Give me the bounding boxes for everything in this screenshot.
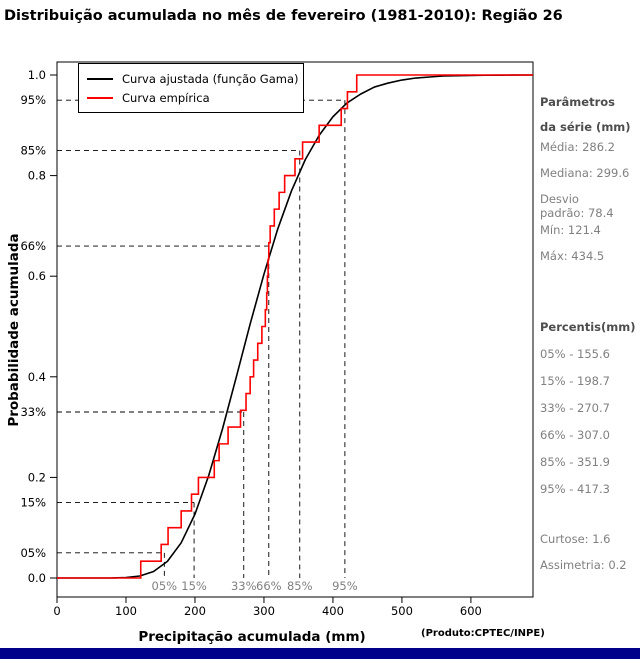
stat-line: Média: 286.2 (540, 140, 615, 154)
statistics-side-panel: Parâmetros da série (mm) Média: 286.2 Med… (540, 0, 638, 648)
x-tick-label: 500 (391, 604, 413, 618)
gamma-fitted-curve (57, 74, 534, 579)
stat-line: Desvio (540, 192, 579, 206)
y-tick-label: 0.2 (28, 470, 46, 484)
x-tick-label: 200 (184, 604, 206, 618)
y-tick-label: 0.8 (28, 169, 46, 183)
percentile-x-label: 66% (256, 579, 282, 593)
stat-line: 33% - 270.7 (540, 401, 610, 415)
parameters-heading-line2: da série (mm) (540, 120, 631, 134)
y-tick-label: 0.0 (28, 571, 46, 585)
percent-axis-label: 85% (20, 143, 46, 157)
stat-line: Assimetria: 0.2 (540, 558, 627, 572)
y-tick-label: 1.0 (28, 68, 46, 82)
legend-label-empirical: Curva empírica (122, 90, 210, 105)
stat-line: Mín: 121.4 (540, 223, 601, 237)
percentile-x-label: 85% (287, 579, 313, 593)
percentile-x-label: 05% (152, 579, 178, 593)
stat-line: 85% - 351.9 (540, 455, 610, 469)
legend-item-empirical: Curva empírica (87, 88, 295, 107)
footer-bar (0, 648, 640, 659)
empirical-curve (57, 74, 533, 579)
stat-line: Máx: 434.5 (540, 249, 605, 263)
x-tick-label: 400 (322, 604, 344, 618)
plot-border (56, 61, 534, 598)
x-tick-label: 300 (253, 604, 275, 618)
gamma-curve-swatch (87, 77, 113, 80)
chart-title: Distribuição acumulada no mês de feverei… (4, 8, 563, 24)
x-tick-label: 0 (53, 604, 60, 618)
percent-axis-label: 95% (20, 93, 46, 107)
percentiles-list: 05% - 155.6 15% - 198.7 33% - 270.7 66% - 3… (540, 347, 610, 509)
legend-label-gamma: Curva ajustada (função Gama) (122, 71, 299, 86)
empirical-curve-swatch (87, 96, 113, 99)
moments-list: Curtose: 1.6 Assimetria: 0.2 (540, 532, 627, 584)
stat-line: Curtose: 1.6 (540, 532, 611, 546)
stat-line: 15% - 198.7 (540, 374, 610, 388)
x-tick-label: 600 (460, 604, 482, 618)
series-parameters-list: Média: 286.2 Mediana: 299.6 Desvio padrão: … (540, 140, 629, 275)
y-axis-title: Probabilidade acumulada (6, 233, 22, 427)
parameters-heading-line1: Parâmetros (540, 95, 616, 109)
percent-axis-label: 15% (20, 496, 46, 510)
y-tick-label: 0.4 (28, 370, 46, 384)
x-axis-title: Precipitação acumulada (mm) (138, 629, 366, 645)
percent-axis-label: 33% (20, 405, 46, 419)
product-credit-note: (Produto:CPTEC/INPE) (421, 628, 545, 639)
percent-axis-label: 66% (20, 239, 46, 253)
stat-line: 66% - 307.0 (540, 428, 610, 442)
stat-line: 05% - 155.6 (540, 347, 610, 361)
percentile-x-label: 95% (332, 579, 358, 593)
percent-axis-label: 05% (20, 546, 46, 560)
percentile-x-label: 15% (181, 579, 207, 593)
stat-line: padrão: 78.4 (540, 206, 614, 220)
y-tick-label: 0.6 (28, 269, 46, 283)
legend-item-gamma: Curva ajustada (função Gama) (87, 69, 299, 88)
percentiles-heading: Percentis(mm) (540, 320, 636, 334)
percentile-x-label: 33% (231, 579, 257, 593)
stat-line: Mediana: 299.6 (540, 166, 630, 180)
x-tick-label: 100 (115, 604, 137, 618)
legend: Curva ajustada (função Gama) Curva empír… (78, 63, 304, 113)
parameters-heading: Parâmetros da série (mm) (540, 90, 631, 140)
stat-line: 95% - 417.3 (540, 482, 610, 496)
